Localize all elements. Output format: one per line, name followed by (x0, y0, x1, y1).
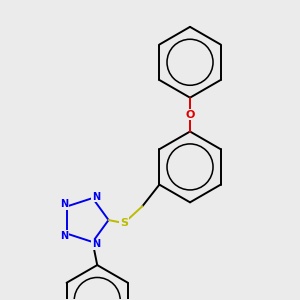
Text: N: N (92, 239, 100, 250)
Text: O: O (185, 110, 195, 120)
Text: N: N (92, 191, 100, 202)
Text: N: N (60, 199, 68, 209)
Text: S: S (120, 218, 128, 228)
Text: N: N (60, 231, 68, 241)
